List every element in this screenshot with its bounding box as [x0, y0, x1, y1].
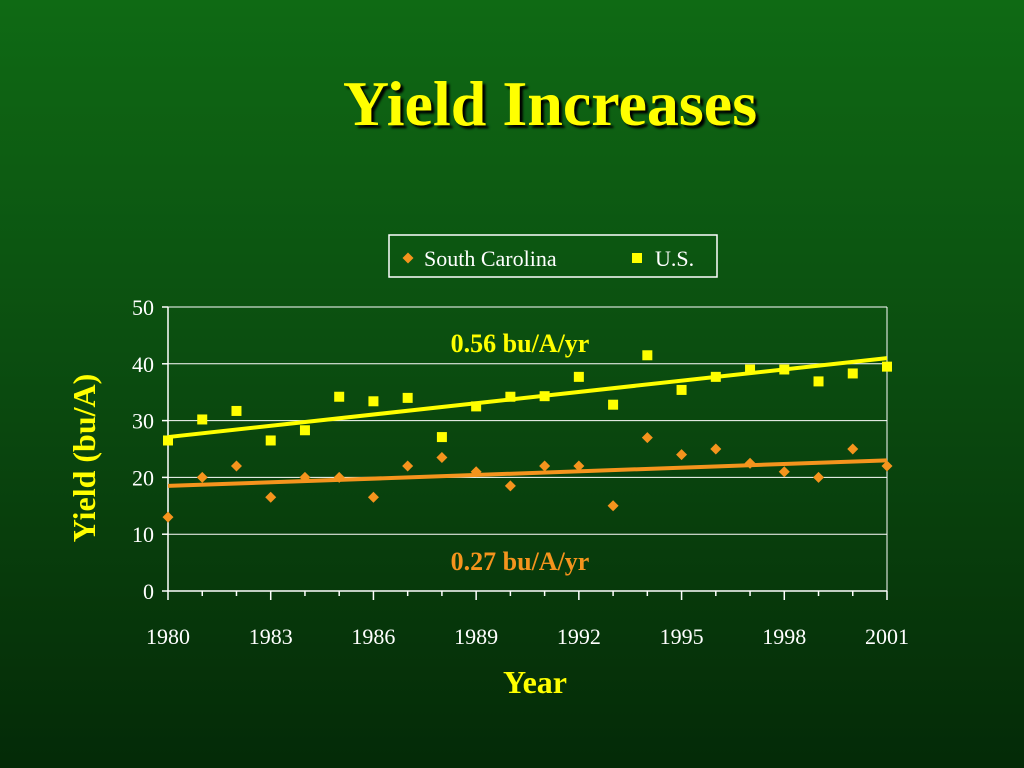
- slide-title: Yield Increases: [342, 68, 758, 139]
- trend-lines: [167, 356, 888, 488]
- legend-box: [388, 234, 718, 278]
- data-point-us: [265, 435, 276, 446]
- x-tick-label: 2001: [865, 624, 909, 649]
- trend-rate-label-south-carolina: 0.27 bu/A/yr: [451, 547, 590, 576]
- data-point-us: [471, 401, 482, 412]
- legend-marker-us: [632, 253, 642, 263]
- data-point-us: [505, 391, 516, 402]
- data-point-south-carolina: [367, 491, 379, 503]
- y-tick-label: 40: [132, 352, 154, 377]
- x-axis-title: Year: [503, 664, 567, 700]
- data-point-south-carolina: [641, 432, 653, 444]
- data-point-south-carolina: [847, 443, 859, 455]
- trend-rate-label-us: 0.56 bu/A/yr: [451, 329, 590, 358]
- data-point-us: [745, 364, 756, 375]
- y-tick-label: 30: [132, 409, 154, 434]
- data-point-us: [163, 435, 173, 446]
- data-point-us: [402, 392, 413, 403]
- x-tick-label: 1989: [454, 624, 498, 649]
- x-tick-label: 1992: [557, 624, 601, 649]
- x-tick-label: 1983: [249, 624, 293, 649]
- data-point-us: [436, 432, 447, 443]
- y-tick-label: 10: [132, 522, 154, 547]
- data-point-us: [676, 384, 687, 395]
- data-point-south-carolina: [196, 471, 208, 483]
- data-point-us: [847, 368, 858, 379]
- y-axis-title: Yield (bu/A): [66, 374, 102, 543]
- data-point-south-carolina: [470, 466, 482, 478]
- data-point-south-carolina: [162, 511, 174, 523]
- legend-label-south-carolina: South Carolina: [424, 246, 557, 271]
- data-point-south-carolina: [607, 500, 619, 512]
- data-point-south-carolina: [676, 449, 688, 461]
- axes: 0 10 20 30 40 50 1980 1983 1986 1989 1992 1995 1998 2…: [132, 295, 909, 649]
- data-point-south-carolina: [402, 460, 414, 472]
- data-point-us: [882, 361, 892, 372]
- data-point-south-carolina: [265, 491, 277, 503]
- legend-label-us: U.S.: [655, 246, 694, 271]
- y-tick-label: 50: [132, 295, 154, 320]
- data-point-us: [710, 371, 721, 382]
- data-point-us: [573, 371, 584, 382]
- data-points: [162, 350, 893, 523]
- y-tick-label: 0: [143, 579, 154, 604]
- data-point-us: [368, 396, 379, 407]
- data-point-us: [539, 391, 550, 402]
- gridlines: [168, 306, 888, 591]
- data-point-south-carolina: [230, 460, 242, 472]
- data-point-south-carolina: [778, 466, 790, 478]
- data-point-us: [299, 425, 310, 436]
- data-point-south-carolina: [504, 480, 516, 492]
- data-point-us: [334, 391, 345, 402]
- data-point-south-carolina: [573, 460, 585, 472]
- trend-line-us: [167, 356, 888, 440]
- data-point-us: [813, 376, 824, 387]
- y-tick-label: 20: [132, 465, 154, 490]
- trend-line-south-carolina: [167, 458, 888, 488]
- axis-labels: Year Yield (bu/A) 0.27 bu/A/yr 0.56 bu/A/yr: [66, 329, 589, 700]
- data-point-south-carolina: [299, 471, 311, 483]
- data-point-us: [608, 399, 619, 410]
- data-point-us: [779, 364, 790, 375]
- data-point-south-carolina: [436, 452, 448, 464]
- data-point-us: [197, 414, 208, 425]
- data-point-south-carolina: [710, 443, 722, 455]
- x-tick-label: 1998: [762, 624, 806, 649]
- data-point-south-carolina: [539, 460, 551, 472]
- x-tick-label: 1980: [146, 624, 190, 649]
- data-point-south-carolina: [744, 457, 756, 469]
- data-point-us: [642, 350, 653, 361]
- legend-marker-south-carolina: [402, 252, 414, 264]
- data-point-south-carolina: [813, 471, 825, 483]
- x-tick-label: 1986: [351, 624, 395, 649]
- legend: South Carolina U.S.: [388, 234, 718, 278]
- data-point-south-carolina: [881, 460, 893, 472]
- data-point-us: [231, 405, 242, 416]
- x-tick-label: 1995: [660, 624, 704, 649]
- data-point-south-carolina: [333, 471, 345, 483]
